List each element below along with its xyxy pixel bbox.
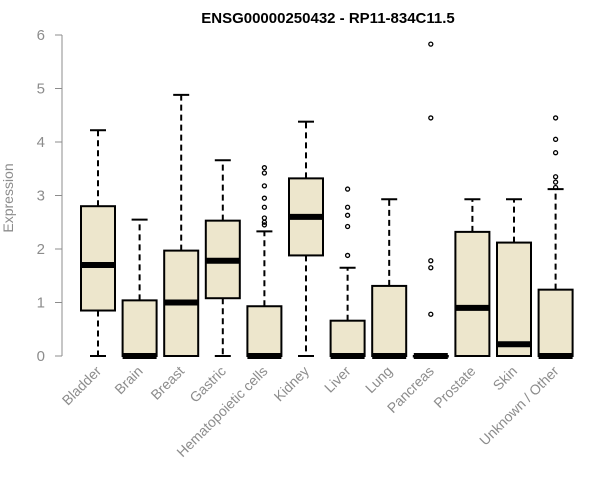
- chart-title: ENSG00000250432 - RP11-834C11.5: [201, 10, 455, 27]
- box-pancreas: [412, 41, 449, 359]
- outlier-point: [261, 219, 268, 225]
- box-unknown-other: [537, 115, 574, 359]
- y-axis: 0 1 2 3 4 5 6: [37, 27, 63, 365]
- x-tick-label: Bladder: [59, 363, 105, 409]
- x-tick-label: Lung: [362, 363, 395, 396]
- y-axis-label: Expression: [0, 163, 16, 232]
- box-liver: [329, 186, 366, 359]
- box-lung: [371, 198, 408, 359]
- box-breast: [163, 93, 200, 357]
- box-hematopoietic-cells: [246, 165, 283, 359]
- outlier-point: [344, 204, 351, 210]
- outlier-point: [552, 179, 559, 185]
- y-tick-label: 1: [37, 295, 45, 312]
- y-tick-label: 6: [37, 27, 45, 44]
- x-tick-label: Unknown / Other: [476, 363, 562, 449]
- x-tick-label: Liver: [321, 363, 354, 396]
- iqr-box: [246, 305, 283, 357]
- box-brain: [121, 218, 158, 359]
- iqr-box: [329, 319, 366, 358]
- outlier-point: [344, 212, 351, 218]
- outlier-point: [428, 258, 434, 264]
- box-skin: [496, 198, 532, 357]
- x-tick-label: Prostate: [430, 363, 478, 411]
- outlier-point: [428, 115, 434, 121]
- outlier-point: [344, 186, 351, 192]
- y-tick-label: 4: [37, 134, 45, 151]
- y-tick-label: 0: [37, 348, 45, 365]
- outlier-point: [261, 170, 268, 176]
- outlier-point: [552, 115, 559, 121]
- iqr-box: [80, 205, 116, 312]
- iqr-box: [121, 299, 158, 357]
- y-tick-label: 3: [37, 188, 45, 205]
- outlier-point: [261, 183, 268, 189]
- outlier-point: [261, 195, 268, 201]
- outlier-point: [428, 311, 434, 317]
- x-tick-label: Brain: [111, 363, 145, 397]
- iqr-box: [454, 230, 491, 358]
- box-prostate: [454, 198, 491, 358]
- outlier-point: [344, 252, 351, 259]
- y-tick-label: 2: [37, 241, 45, 258]
- outlier-point: [261, 222, 268, 228]
- iqr-box: [537, 288, 574, 357]
- outlier-point: [261, 215, 268, 221]
- x-tick-label: Breast: [147, 363, 187, 403]
- box-gastric: [204, 159, 241, 357]
- outlier-point: [552, 150, 559, 156]
- outlier-point: [344, 223, 351, 230]
- outlier-point: [552, 136, 559, 142]
- outlier-point: [261, 165, 268, 171]
- box-series: [80, 41, 574, 359]
- box-bladder: [80, 129, 116, 357]
- outlier-point: [428, 265, 434, 271]
- outlier-point: [428, 41, 434, 47]
- iqr-box: [496, 241, 532, 357]
- outlier-point: [261, 204, 268, 210]
- x-tick-label: Kidney: [271, 363, 313, 405]
- outlier-point: [552, 184, 559, 191]
- y-tick-label: 5: [37, 81, 45, 98]
- outlier-point: [552, 174, 559, 180]
- box-kidney: [288, 120, 324, 357]
- x-tick-label: Skin: [490, 363, 521, 394]
- iqr-box: [371, 284, 408, 358]
